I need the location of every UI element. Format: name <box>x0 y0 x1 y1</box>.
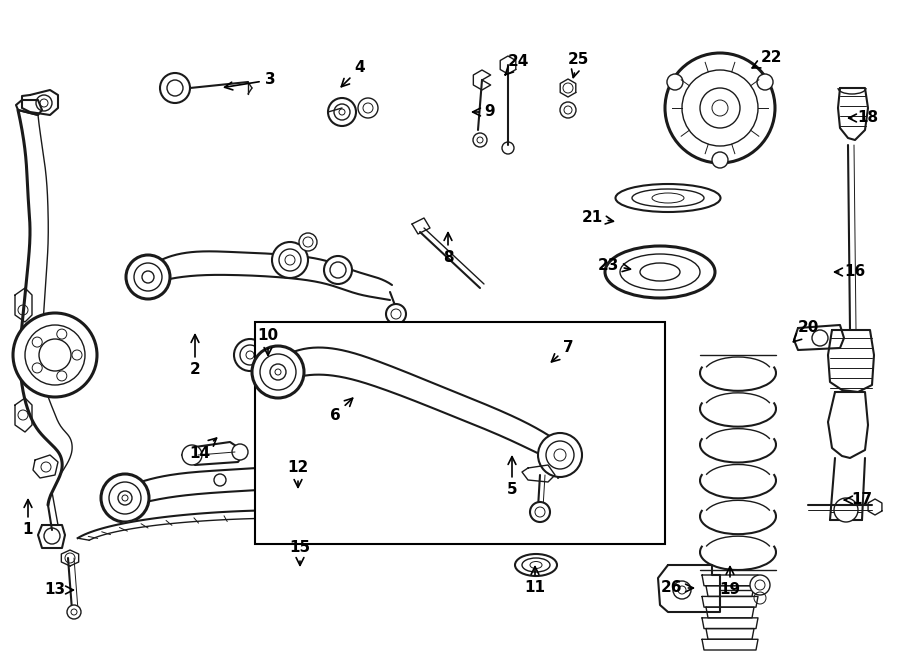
Text: 19: 19 <box>719 567 741 598</box>
Text: 12: 12 <box>287 461 309 487</box>
Polygon shape <box>828 392 868 458</box>
Text: 17: 17 <box>844 493 873 508</box>
Text: 3: 3 <box>225 73 275 90</box>
Circle shape <box>750 575 770 595</box>
Polygon shape <box>473 70 491 90</box>
Text: 25: 25 <box>567 52 589 77</box>
Circle shape <box>358 98 378 118</box>
Polygon shape <box>794 325 844 350</box>
Text: 10: 10 <box>257 328 279 355</box>
Circle shape <box>101 474 149 522</box>
Polygon shape <box>706 586 754 596</box>
Text: 11: 11 <box>525 567 545 596</box>
Circle shape <box>667 74 683 90</box>
Polygon shape <box>706 607 754 618</box>
Polygon shape <box>22 90 58 115</box>
FancyBboxPatch shape <box>255 322 665 544</box>
Polygon shape <box>838 88 868 140</box>
Text: 16: 16 <box>834 265 866 279</box>
Polygon shape <box>15 288 32 322</box>
Circle shape <box>328 98 356 126</box>
Text: 4: 4 <box>341 60 365 87</box>
Polygon shape <box>560 79 576 97</box>
Text: 2: 2 <box>190 335 201 377</box>
Circle shape <box>530 502 550 522</box>
Text: 20: 20 <box>794 320 819 342</box>
Polygon shape <box>702 618 758 629</box>
Circle shape <box>473 133 487 147</box>
Circle shape <box>560 102 576 118</box>
Text: 26: 26 <box>662 581 693 596</box>
Polygon shape <box>658 565 720 612</box>
Circle shape <box>538 433 582 477</box>
Circle shape <box>556 474 580 498</box>
Text: 8: 8 <box>443 232 454 265</box>
Text: 14: 14 <box>189 438 217 461</box>
Text: 13: 13 <box>44 583 74 598</box>
Circle shape <box>25 325 85 385</box>
Text: 7: 7 <box>552 340 573 362</box>
Polygon shape <box>412 218 430 234</box>
Polygon shape <box>522 465 555 482</box>
Polygon shape <box>868 499 882 515</box>
Circle shape <box>67 605 81 619</box>
Circle shape <box>324 256 352 284</box>
Polygon shape <box>702 596 758 607</box>
Circle shape <box>182 445 202 465</box>
Text: 23: 23 <box>598 258 630 273</box>
Circle shape <box>234 339 266 371</box>
Polygon shape <box>828 330 874 392</box>
Polygon shape <box>706 629 754 639</box>
Text: 6: 6 <box>329 399 353 422</box>
Text: 1: 1 <box>22 500 33 538</box>
Text: 18: 18 <box>849 111 878 126</box>
Circle shape <box>712 152 728 168</box>
Text: 15: 15 <box>290 540 310 565</box>
Polygon shape <box>16 100 42 115</box>
Circle shape <box>299 233 317 251</box>
Text: 22: 22 <box>752 50 783 68</box>
Circle shape <box>232 444 248 460</box>
Circle shape <box>665 53 775 163</box>
Text: 24: 24 <box>505 54 528 75</box>
Polygon shape <box>500 56 516 74</box>
Ellipse shape <box>515 554 557 576</box>
Circle shape <box>386 304 406 324</box>
Circle shape <box>214 474 226 486</box>
Polygon shape <box>702 575 758 586</box>
Text: 21: 21 <box>581 211 614 226</box>
Polygon shape <box>77 510 517 543</box>
Polygon shape <box>61 550 78 566</box>
Polygon shape <box>182 442 245 465</box>
Circle shape <box>414 474 426 486</box>
Circle shape <box>126 255 170 299</box>
Circle shape <box>160 73 190 103</box>
Polygon shape <box>702 639 758 650</box>
Circle shape <box>272 242 308 278</box>
Polygon shape <box>38 525 65 548</box>
Circle shape <box>834 498 858 522</box>
Ellipse shape <box>605 246 715 298</box>
Circle shape <box>252 346 304 398</box>
Circle shape <box>314 474 326 486</box>
Text: 9: 9 <box>472 105 495 120</box>
Circle shape <box>673 581 691 599</box>
Circle shape <box>757 74 773 90</box>
Circle shape <box>13 313 97 397</box>
Text: 5: 5 <box>507 457 517 498</box>
Polygon shape <box>15 398 32 432</box>
Polygon shape <box>33 455 58 478</box>
